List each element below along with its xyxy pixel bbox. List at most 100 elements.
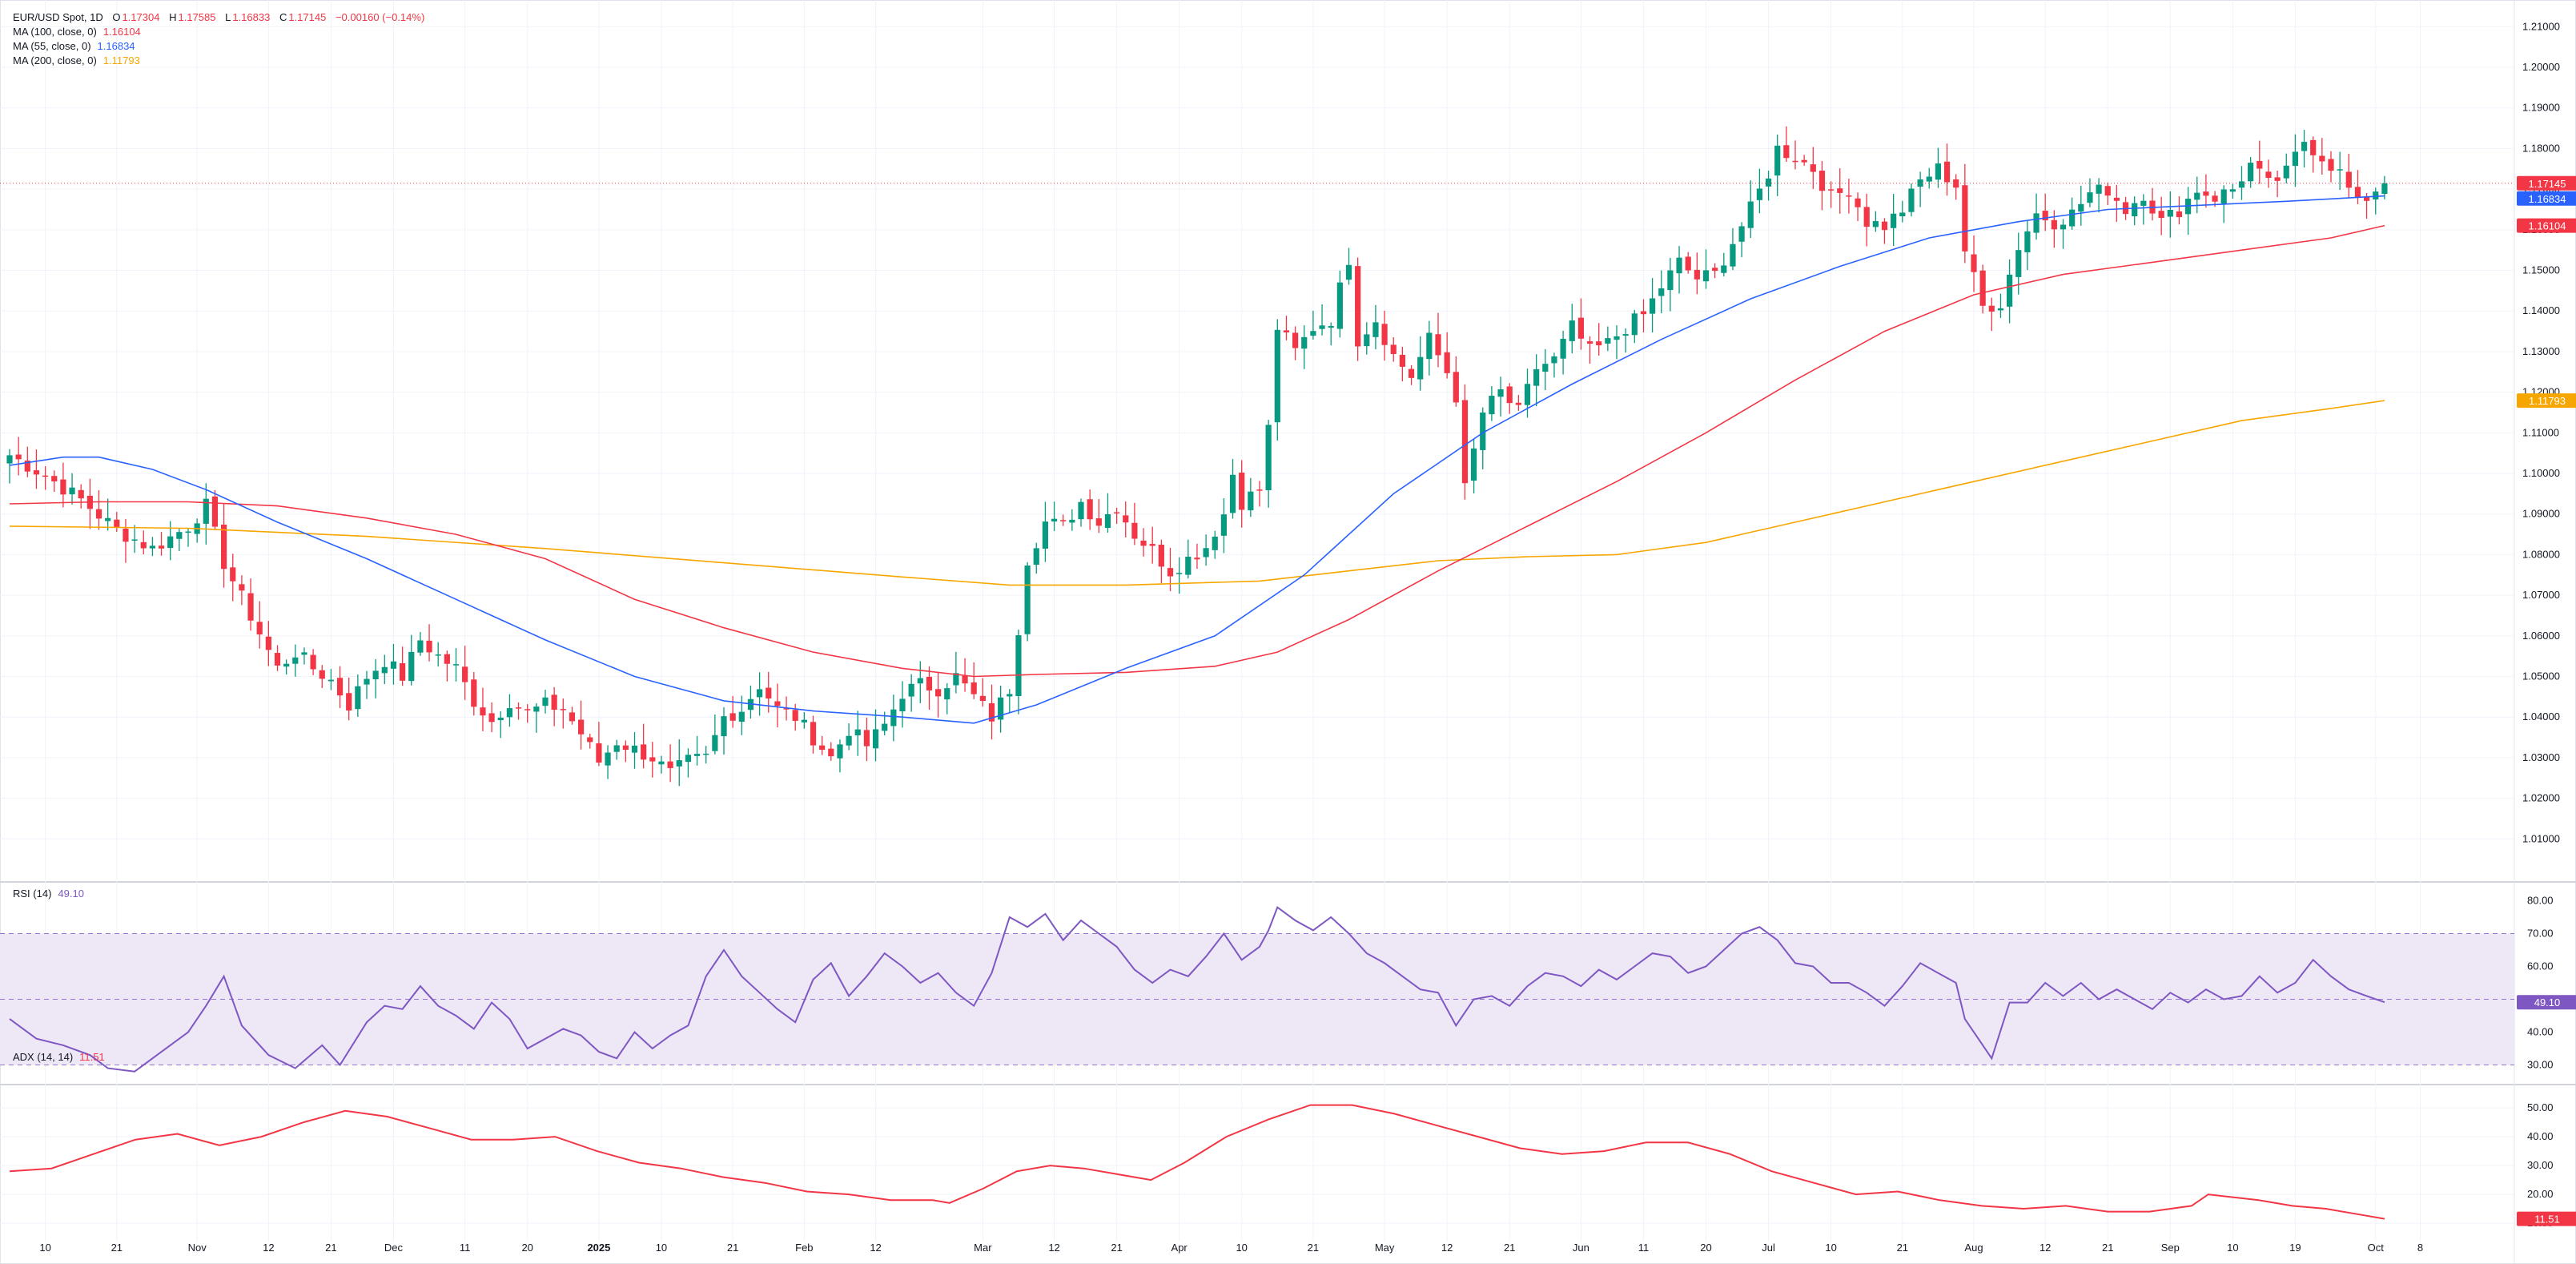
- candle[interactable]: [1650, 278, 1656, 333]
- candle[interactable]: [1131, 502, 1138, 545]
- candle[interactable]: [1560, 331, 1566, 375]
- candle[interactable]: [114, 512, 120, 533]
- candle[interactable]: [1792, 140, 1798, 170]
- candle[interactable]: [1962, 163, 1968, 264]
- candle[interactable]: [2140, 194, 2147, 225]
- adx-pill[interactable]: 11.51: [2517, 1211, 2576, 1226]
- candle[interactable]: [1149, 526, 1155, 564]
- candle[interactable]: [506, 694, 512, 727]
- candle[interactable]: [176, 529, 183, 551]
- candle[interactable]: [1702, 249, 1710, 289]
- candle[interactable]: [1899, 200, 1906, 223]
- candle[interactable]: [1551, 352, 1557, 378]
- candle[interactable]: [2345, 154, 2352, 198]
- candle[interactable]: [2354, 170, 2361, 204]
- candle[interactable]: [926, 666, 933, 710]
- candle[interactable]: [185, 528, 191, 547]
- candle[interactable]: [1114, 507, 1120, 525]
- ma200-legend[interactable]: MA (200, close, 0) 1.11793: [13, 54, 140, 66]
- candle[interactable]: [2087, 178, 2093, 207]
- candle[interactable]: [1676, 246, 1682, 294]
- candle[interactable]: [2292, 134, 2298, 187]
- rsi-legend[interactable]: RSI (14) 49.10: [13, 888, 84, 900]
- candle[interactable]: [2310, 136, 2317, 173]
- candle[interactable]: [203, 483, 209, 545]
- candle[interactable]: [622, 740, 629, 763]
- candle[interactable]: [1123, 501, 1129, 537]
- candle[interactable]: [658, 755, 665, 774]
- candle[interactable]: [524, 704, 531, 723]
- candle[interactable]: [1336, 270, 1343, 338]
- candle[interactable]: [2158, 196, 2164, 235]
- candle[interactable]: [774, 683, 781, 727]
- candle[interactable]: [738, 695, 745, 735]
- candle[interactable]: [1220, 497, 1227, 554]
- candle[interactable]: [1515, 395, 1521, 411]
- candle[interactable]: [1301, 325, 1308, 369]
- candle[interactable]: [2328, 151, 2334, 183]
- candle[interactable]: [1194, 543, 1200, 570]
- candle[interactable]: [1408, 364, 1415, 385]
- ma100-legend[interactable]: MA (100, close, 0) 1.16104: [13, 26, 141, 38]
- rsi-line[interactable]: [9, 906, 2385, 1073]
- candle[interactable]: [221, 503, 227, 588]
- candle[interactable]: [596, 722, 602, 767]
- candle[interactable]: [2274, 170, 2281, 198]
- rsi-pill[interactable]: 49.10: [2517, 995, 2576, 1010]
- candle[interactable]: [33, 449, 40, 489]
- candle[interactable]: [69, 473, 75, 505]
- candle[interactable]: [971, 662, 977, 699]
- candle[interactable]: [381, 654, 388, 685]
- candle[interactable]: [1765, 171, 1772, 201]
- candle[interactable]: [2203, 174, 2209, 208]
- candle[interactable]: [471, 672, 477, 716]
- candle[interactable]: [355, 674, 361, 717]
- candle[interactable]: [953, 651, 959, 694]
- candle[interactable]: [1855, 192, 1861, 221]
- candle[interactable]: [1917, 171, 1923, 207]
- candle[interactable]: [944, 682, 950, 715]
- candle[interactable]: [1979, 264, 1986, 314]
- price-pill[interactable]: 1.16834: [2517, 191, 2576, 206]
- candle[interactable]: [1480, 407, 1486, 469]
- candle[interactable]: [1372, 304, 1379, 350]
- candle[interactable]: [452, 648, 460, 682]
- candle[interactable]: [1971, 235, 1977, 292]
- candle[interactable]: [533, 702, 540, 733]
- candle[interactable]: [1738, 222, 1745, 258]
- candle[interactable]: [1319, 304, 1325, 336]
- candle[interactable]: [685, 748, 691, 778]
- candle[interactable]: [712, 714, 718, 755]
- candle[interactable]: [1399, 347, 1405, 382]
- candle[interactable]: [1292, 326, 1299, 360]
- candle[interactable]: [1140, 528, 1147, 557]
- candle[interactable]: [211, 489, 219, 530]
- candle[interactable]: [872, 709, 879, 762]
- candle[interactable]: [86, 478, 93, 529]
- price-pill[interactable]: 1.16104: [2517, 218, 2576, 233]
- candle[interactable]: [721, 706, 727, 755]
- candle[interactable]: [667, 744, 673, 783]
- candle[interactable]: [60, 462, 66, 508]
- candle[interactable]: [551, 686, 557, 727]
- candle[interactable]: [158, 532, 165, 556]
- candle[interactable]: [2176, 195, 2183, 225]
- candle[interactable]: [194, 518, 200, 543]
- candle[interactable]: [1872, 211, 1879, 232]
- candle[interactable]: [998, 685, 1004, 733]
- candle[interactable]: [1622, 328, 1629, 353]
- candle[interactable]: [2104, 182, 2111, 205]
- candle[interactable]: [1640, 299, 1647, 332]
- candle[interactable]: [1095, 499, 1102, 533]
- candle[interactable]: [1229, 458, 1236, 519]
- candle[interactable]: [1417, 336, 1424, 391]
- ma55-legend[interactable]: MA (55, close, 0) 1.16834: [13, 40, 135, 52]
- candle[interactable]: [1239, 460, 1245, 528]
- candle[interactable]: [2096, 178, 2102, 213]
- candle[interactable]: [1461, 384, 1469, 500]
- candle[interactable]: [123, 518, 129, 563]
- price-pill[interactable]: 1.17145: [2517, 175, 2576, 191]
- candle[interactable]: [2194, 176, 2200, 214]
- candle[interactable]: [1435, 312, 1441, 368]
- candle[interactable]: [390, 643, 397, 685]
